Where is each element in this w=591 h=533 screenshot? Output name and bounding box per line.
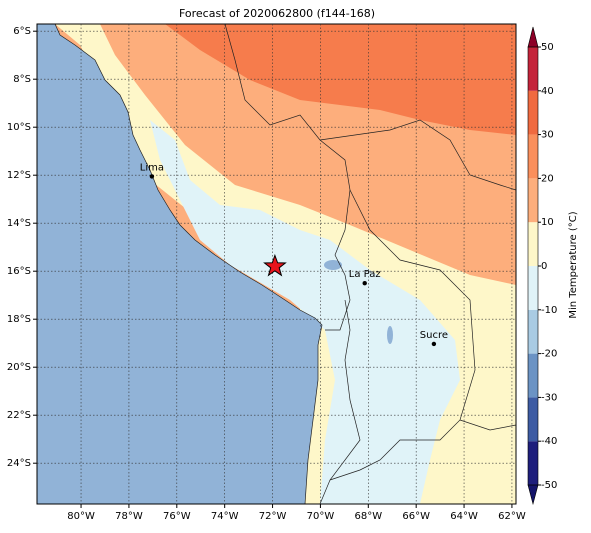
x-tick-label: 62°W <box>498 511 526 522</box>
x-tick-label: 68°W <box>354 511 382 522</box>
colorbar-tick-label: -40 <box>541 436 557 447</box>
city-label: Sucre <box>420 330 448 341</box>
colorbar-extend-high <box>527 26 539 48</box>
colorbar-tick-label: 50 <box>541 42 554 53</box>
colorbar-tick-label: -10 <box>541 305 557 316</box>
y-tick-label: 14°S <box>7 218 31 229</box>
y-tick-label: 12°S <box>7 170 31 181</box>
colorbar-band <box>528 134 538 179</box>
colorbar-extend-low <box>527 484 539 506</box>
x-tick-label: 66°W <box>402 511 430 522</box>
colorbar-label: Min Temperature (°C) <box>568 211 579 318</box>
colorbar-tick-label: -30 <box>541 392 557 403</box>
colorbar-tick-label: 20 <box>541 173 554 184</box>
chart-title: Forecast of 2020062800 (f144-168) <box>179 7 375 20</box>
colorbar-band <box>528 353 538 398</box>
colorbar-tick-label: 30 <box>541 130 554 141</box>
colorbar-tick-label: 10 <box>541 217 554 228</box>
x-tick-label: 74°W <box>211 511 239 522</box>
colorbar-tick-label: 0 <box>541 261 547 272</box>
map-frame <box>36 23 517 505</box>
forecast-star <box>263 253 287 277</box>
x-tick-label: 70°W <box>307 511 335 522</box>
colorbar-band <box>528 397 538 442</box>
colorbar-band <box>528 47 538 91</box>
map-area <box>37 24 516 504</box>
colorbar-band <box>528 90 538 135</box>
colorbar-band <box>528 441 538 485</box>
colorbar-tick-label: -20 <box>541 349 557 360</box>
x-tick-label: 80°W <box>67 511 95 522</box>
colorbar-band <box>528 222 538 266</box>
x-tick-label: 64°W <box>450 511 478 522</box>
city-marker <box>431 341 437 347</box>
y-tick-label: 16°S <box>7 266 31 277</box>
colorbar-tick-label: 40 <box>541 86 554 97</box>
x-tick-label: 72°W <box>259 511 287 522</box>
colorbar-band <box>528 266 538 310</box>
y-tick-label: 18°S <box>7 314 31 325</box>
y-tick-label: 20°S <box>7 362 31 373</box>
city-marker <box>149 174 155 179</box>
x-tick-label: 78°W <box>115 511 143 522</box>
colorbar-tick-label: -50 <box>541 480 557 491</box>
x-tick-label: 76°W <box>163 511 191 522</box>
city-marker <box>362 281 367 286</box>
y-tick-label: 24°S <box>7 458 31 469</box>
y-tick-label: 22°S <box>7 410 31 421</box>
city-label: La Paz <box>349 269 381 280</box>
city-label: Lima <box>140 162 164 173</box>
y-tick-label: 6°S <box>13 26 31 37</box>
colorbar-band <box>528 178 538 223</box>
colorbar-band <box>528 309 538 354</box>
y-tick-label: 10°S <box>7 122 31 133</box>
y-tick-label: 8°S <box>13 74 31 85</box>
